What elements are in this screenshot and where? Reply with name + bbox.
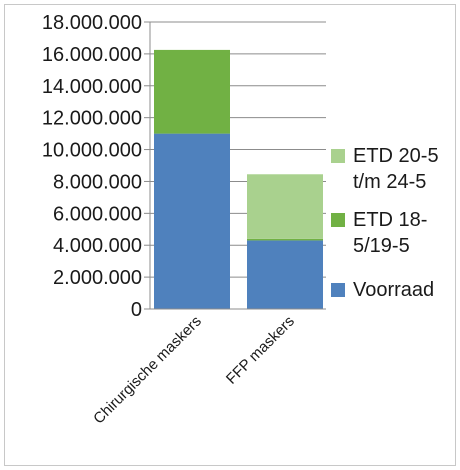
bar-segment xyxy=(247,238,323,241)
y-tick-label: 6.000.000 xyxy=(53,203,142,225)
y-tick-label: 0 xyxy=(131,299,142,321)
legend-label: ETD 18- xyxy=(353,209,427,231)
y-tick-label: 10.000.000 xyxy=(42,140,142,162)
legend-label: ETD 20-5 xyxy=(353,145,439,167)
y-tick-label: 16.000.000 xyxy=(42,44,142,66)
legend-swatch xyxy=(331,283,345,297)
legend-swatch xyxy=(331,149,345,163)
bars xyxy=(154,49,323,309)
bar-segment xyxy=(154,133,230,309)
x-category-label: Chirurgische maskers xyxy=(90,313,205,428)
y-tick-label: 12.000.000 xyxy=(42,108,142,130)
legend-label: t/m 24-5 xyxy=(353,171,426,193)
y-tick-label: 2.000.000 xyxy=(53,267,142,289)
legend: ETD 20-5 t/m 24-5 ETD 18- 5/19-5 Voorraad xyxy=(331,145,439,301)
x-category-label: FFP maskers xyxy=(223,313,298,388)
x-axis-categories: Chirurgische maskers FFP maskers xyxy=(90,313,298,428)
bar-segment xyxy=(247,240,323,309)
y-tick-label: 4.000.000 xyxy=(53,235,142,257)
axes xyxy=(149,22,326,310)
legend-label: 5/19-5 xyxy=(353,235,410,257)
bar-segment xyxy=(247,174,323,239)
legend-swatch xyxy=(331,213,345,227)
y-tick-label: 14.000.000 xyxy=(42,76,142,98)
y-axis-ticks: 0 2.000.000 4.000.000 6.000.000 8.000.000 10.… xyxy=(42,12,150,321)
y-tick-label: 18.000.000 xyxy=(42,12,142,34)
bar-segment xyxy=(154,49,230,134)
legend-label: Voorraad xyxy=(353,279,434,301)
y-tick-label: 8.000.000 xyxy=(53,171,142,193)
